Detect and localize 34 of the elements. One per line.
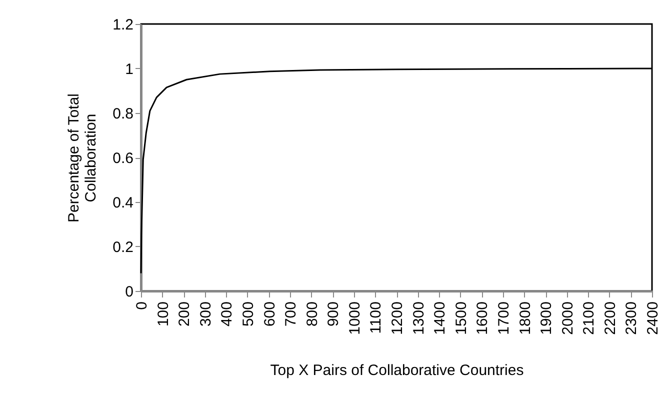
y-tick-label: 0.8	[112, 106, 134, 122]
x-tick-label: 900	[325, 302, 342, 327]
x-tick-label: 1400	[432, 302, 449, 335]
x-tick-label: 1900	[538, 302, 556, 335]
x-tick-label: 1100	[368, 302, 385, 334]
x-tick-label: 700	[282, 302, 300, 327]
x-tick-label: 2100	[580, 302, 598, 335]
x-tick-label: 2200	[602, 302, 619, 335]
x-tick-label: 2000	[559, 302, 576, 335]
x-axis-title: Top X Pairs of Collaborative Countries	[270, 362, 524, 379]
x-tick-label: 1800	[516, 302, 534, 335]
x-tick-label: 0	[134, 302, 150, 310]
y-axis-title: Percentage of Total Collaboration	[66, 94, 100, 222]
x-tick-label: 2300	[623, 302, 640, 335]
x-tick-label: 800	[304, 302, 321, 327]
x-tick-label: 300	[197, 302, 214, 327]
x-tick-label: 100	[154, 302, 172, 327]
x-tick-label: 1500	[452, 302, 470, 335]
x-tick-label: 1600	[474, 302, 492, 335]
x-tick-label: 400	[218, 302, 236, 327]
y-tick-label: 0.4	[112, 194, 134, 212]
x-tick-label: 1700	[495, 302, 512, 335]
y-tick-label: 0.6	[112, 150, 134, 167]
x-tick-label: 1200	[389, 302, 406, 335]
y-tick-label: 0.2	[112, 239, 134, 256]
x-tick-label: 1000	[346, 302, 364, 335]
y-tick-label: 0	[125, 284, 134, 300]
x-tick-label: 2400	[644, 302, 661, 335]
y-tick-label: 1.2	[112, 16, 134, 34]
x-tick-label: 600	[261, 302, 278, 327]
x-tick-label: 1300	[410, 302, 428, 335]
x-tick-label: 200	[176, 302, 194, 327]
y-tick-label: 1	[125, 61, 134, 78]
x-tick-label: 500	[240, 302, 257, 327]
